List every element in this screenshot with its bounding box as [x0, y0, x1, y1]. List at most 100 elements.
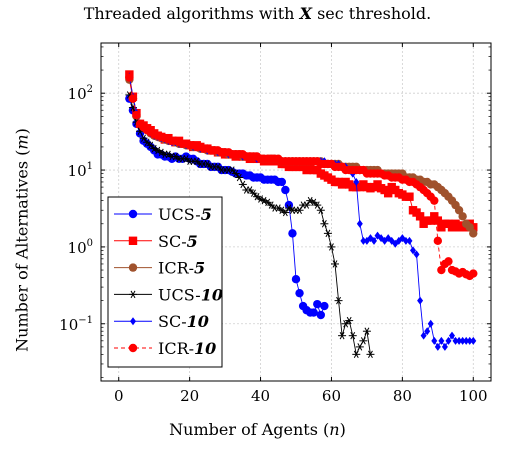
data-point	[316, 310, 326, 320]
data-point	[281, 185, 290, 195]
star-arm	[251, 189, 256, 197]
y-tick-label: 100	[68, 238, 93, 257]
data-point	[320, 301, 329, 311]
data-point	[430, 196, 439, 205]
x-tick-label: 80	[393, 387, 412, 405]
legend-item: ICR-5	[114, 259, 205, 278]
data-point	[238, 180, 247, 189]
star-arm	[318, 206, 324, 214]
star-arm	[364, 327, 370, 335]
legend-label: ICR-5	[158, 259, 205, 278]
star-arm	[215, 163, 221, 171]
data-point	[128, 94, 138, 103]
data-point	[427, 319, 434, 328]
legend-item: UCS-5	[114, 205, 212, 224]
data-point	[338, 331, 347, 340]
star-arm	[254, 192, 260, 201]
x-axis-label-text: Number of Agents (	[169, 420, 330, 439]
star-arm	[279, 206, 285, 214]
data-point	[249, 189, 258, 197]
star-arm	[247, 186, 253, 194]
data-point	[348, 331, 357, 340]
star-arm	[130, 290, 136, 299]
legend-label: SC-10	[158, 312, 209, 331]
legend-box	[107, 196, 223, 368]
data-point	[277, 177, 287, 187]
star-arm	[275, 204, 281, 212]
x-tick-label: 100	[459, 387, 488, 405]
data-point	[383, 188, 393, 198]
data-point	[437, 265, 446, 275]
data-point	[405, 192, 414, 201]
star-arm	[360, 337, 366, 345]
data-point	[366, 350, 375, 359]
data-point	[320, 220, 329, 228]
legend-item: UCS-10	[114, 285, 223, 304]
star-arm	[268, 201, 274, 209]
star-arm	[151, 144, 157, 153]
legend-marker	[128, 209, 138, 219]
star-arm	[236, 173, 242, 182]
data-point	[146, 141, 155, 150]
data-point	[410, 246, 416, 255]
star-arm	[357, 343, 363, 351]
star-arm	[368, 350, 373, 359]
star-arm	[304, 201, 310, 209]
star-arm	[261, 196, 267, 205]
legend: UCS-5 SC-5 ICR-5 UCS-10 SC-10 ICR-10	[107, 196, 223, 368]
data-point	[454, 206, 464, 215]
series-3	[125, 91, 375, 359]
data-point	[235, 173, 244, 182]
legend-label: SC-5	[158, 232, 198, 251]
data-point	[402, 236, 409, 245]
star-arm	[148, 141, 154, 150]
title-part-2: sec threshold.	[311, 4, 432, 23]
star-arm	[353, 350, 359, 359]
title-variable: X	[299, 4, 312, 23]
star-arm	[336, 296, 341, 305]
data-point	[420, 331, 427, 340]
legend-marker	[128, 343, 138, 353]
data-point	[125, 73, 134, 82]
x-axis-label-var: n	[329, 420, 340, 439]
data-point	[466, 336, 473, 345]
legend-marker	[129, 290, 137, 299]
data-point	[341, 320, 350, 328]
data-point	[355, 343, 364, 351]
star-arm	[204, 160, 210, 168]
legend-label: ICR-10	[158, 339, 216, 358]
star-arm	[165, 150, 171, 159]
data-point	[433, 216, 443, 225]
star-arm	[158, 148, 164, 157]
data-point	[469, 269, 478, 278]
data-point	[281, 208, 290, 217]
data-point	[452, 336, 459, 345]
data-point	[316, 206, 325, 214]
data-point	[415, 212, 425, 221]
star-arm	[144, 138, 150, 146]
star-arm	[329, 243, 334, 251]
legend-item: ICR-10	[114, 339, 216, 358]
data-point	[406, 236, 413, 245]
legend-marker	[130, 317, 136, 326]
data-point	[456, 336, 463, 345]
data-point	[459, 336, 466, 345]
star-arm	[141, 134, 146, 142]
star-arm	[339, 331, 345, 340]
data-point	[331, 260, 339, 268]
star-arm	[350, 331, 356, 340]
data-point	[430, 212, 439, 221]
data-point	[302, 201, 311, 209]
data-point	[143, 138, 152, 146]
star-arm	[325, 229, 331, 238]
data-point	[345, 316, 354, 325]
data-point	[323, 229, 332, 238]
star-arm	[286, 204, 292, 212]
data-point	[245, 186, 254, 194]
data-point	[458, 212, 467, 221]
data-point	[362, 327, 371, 335]
data-point	[434, 342, 441, 351]
x-tick-label: 40	[251, 387, 270, 405]
legend-label: UCS-10	[158, 285, 223, 304]
data-point	[359, 337, 368, 345]
